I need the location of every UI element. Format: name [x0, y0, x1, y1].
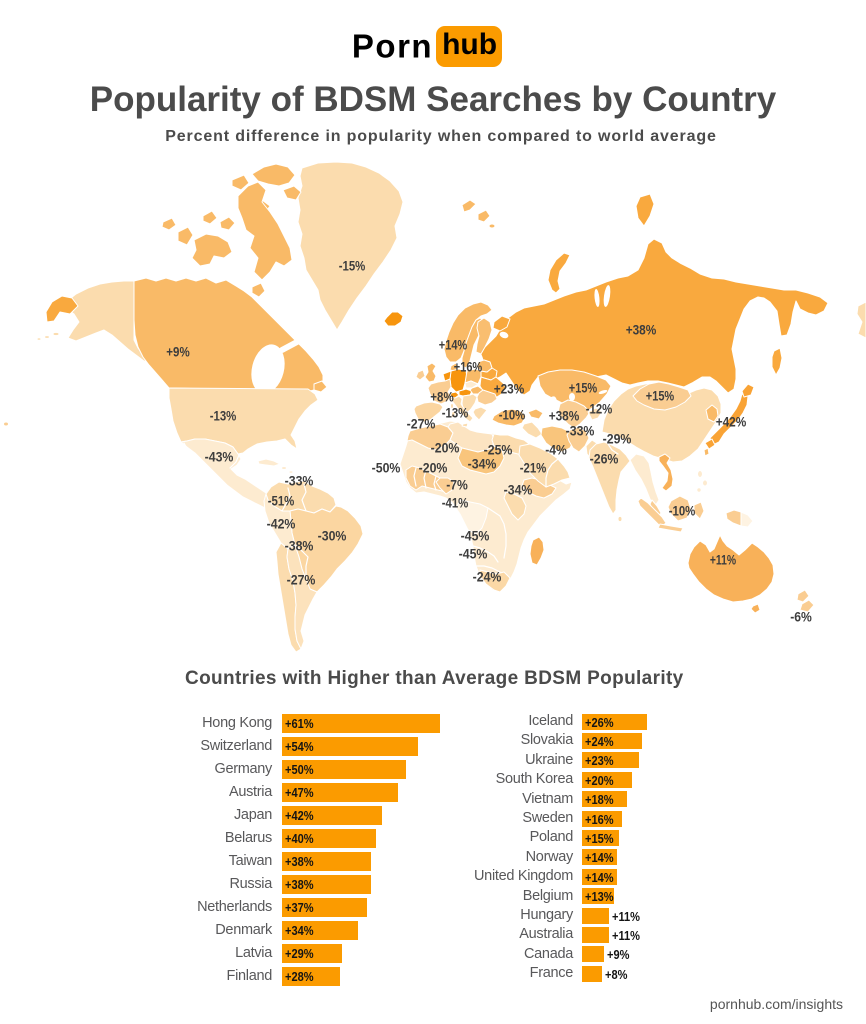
- svg-text:+38%: +38%: [549, 409, 580, 424]
- svg-text:+8%: +8%: [430, 390, 453, 405]
- svg-text:-7%: -7%: [446, 478, 468, 493]
- svg-text:-42%: -42%: [267, 517, 296, 532]
- svg-text:-10%: -10%: [669, 504, 696, 519]
- svg-text:-33%: -33%: [566, 424, 595, 439]
- svg-text:-24%: -24%: [473, 570, 502, 585]
- svg-text:-43%: -43%: [205, 450, 234, 465]
- svg-text:-34%: -34%: [468, 457, 497, 472]
- svg-text:-41%: -41%: [442, 496, 469, 511]
- svg-text:-20%: -20%: [419, 461, 448, 476]
- svg-text:-26%: -26%: [590, 452, 619, 467]
- svg-text:-38%: -38%: [285, 539, 314, 554]
- svg-text:-50%: -50%: [372, 461, 401, 476]
- svg-text:-45%: -45%: [461, 529, 490, 544]
- svg-text:-27%: -27%: [287, 573, 316, 588]
- svg-text:-25%: -25%: [484, 443, 513, 458]
- svg-text:-51%: -51%: [268, 494, 295, 509]
- svg-text:+15%: +15%: [646, 389, 674, 404]
- svg-text:-15%: -15%: [339, 259, 366, 274]
- svg-text:-6%: -6%: [790, 610, 812, 625]
- svg-text:+15%: +15%: [569, 381, 597, 396]
- svg-text:-13%: -13%: [210, 409, 237, 424]
- svg-text:-10%: -10%: [499, 408, 526, 423]
- svg-text:-27%: -27%: [407, 417, 436, 432]
- svg-text:+38%: +38%: [626, 323, 657, 338]
- svg-text:-45%: -45%: [459, 547, 488, 562]
- svg-text:-20%: -20%: [431, 441, 460, 456]
- svg-text:-29%: -29%: [603, 432, 632, 447]
- svg-text:-21%: -21%: [520, 461, 547, 476]
- svg-text:-4%: -4%: [545, 443, 567, 458]
- svg-text:-30%: -30%: [318, 529, 347, 544]
- svg-text:+42%: +42%: [716, 415, 747, 430]
- svg-text:-34%: -34%: [504, 483, 533, 498]
- svg-text:+11%: +11%: [710, 553, 736, 568]
- svg-text:-12%: -12%: [586, 402, 613, 417]
- svg-text:+16%: +16%: [454, 360, 482, 375]
- svg-text:-13%: -13%: [442, 406, 469, 421]
- svg-text:-33%: -33%: [285, 474, 314, 489]
- svg-text:+23%: +23%: [494, 382, 525, 397]
- svg-text:+14%: +14%: [439, 338, 467, 353]
- svg-text:+9%: +9%: [166, 345, 189, 360]
